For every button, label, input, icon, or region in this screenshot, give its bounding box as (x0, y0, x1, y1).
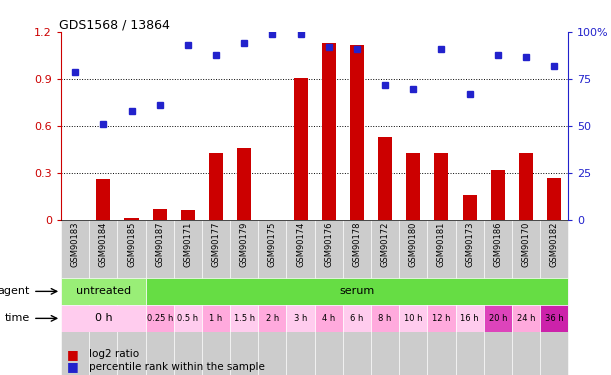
Bar (399, 305, 427, 332)
Bar (202, 305, 230, 332)
Bar (547, 178, 561, 220)
Text: GDS1568 / 13864: GDS1568 / 13864 (59, 18, 169, 31)
Bar (174, 305, 202, 332)
Text: time: time (5, 314, 30, 323)
Text: untreated: untreated (76, 286, 131, 296)
Bar (202, 220, 230, 375)
Bar (209, 153, 223, 220)
Bar (371, 220, 399, 375)
Bar (61, 278, 145, 305)
Bar (61, 220, 89, 375)
Bar (322, 43, 336, 220)
Bar (512, 305, 540, 332)
Bar (174, 220, 202, 375)
Bar (456, 305, 484, 332)
Bar (434, 153, 448, 220)
Text: percentile rank within the sample: percentile rank within the sample (89, 362, 265, 372)
Bar (350, 45, 364, 220)
Bar (181, 210, 195, 220)
Bar (343, 305, 371, 332)
Text: 1.5 h: 1.5 h (233, 314, 255, 323)
Bar (491, 170, 505, 220)
Bar (406, 153, 420, 220)
Bar (484, 305, 512, 332)
Bar (230, 305, 258, 332)
Bar (463, 195, 477, 220)
Bar (61, 305, 145, 332)
Text: 24 h: 24 h (517, 314, 535, 323)
Text: log2 ratio: log2 ratio (89, 350, 139, 359)
Text: ■: ■ (67, 360, 79, 373)
Text: 3 h: 3 h (294, 314, 307, 323)
Text: 6 h: 6 h (350, 314, 364, 323)
Bar (540, 220, 568, 375)
Text: 0.5 h: 0.5 h (177, 314, 199, 323)
Bar (343, 220, 371, 375)
Bar (145, 305, 174, 332)
Bar (145, 220, 174, 375)
Text: 10 h: 10 h (404, 314, 423, 323)
Bar (97, 179, 111, 220)
Text: serum: serum (339, 286, 375, 296)
Bar (287, 305, 315, 332)
Text: 16 h: 16 h (460, 314, 479, 323)
Bar (399, 220, 427, 375)
Text: 0.25 h: 0.25 h (147, 314, 173, 323)
Bar (484, 220, 512, 375)
Bar (145, 278, 568, 305)
Bar (89, 220, 117, 375)
Text: 20 h: 20 h (489, 314, 507, 323)
Bar (519, 153, 533, 220)
Bar (287, 220, 315, 375)
Text: 2 h: 2 h (266, 314, 279, 323)
Bar (230, 220, 258, 375)
Bar (371, 305, 399, 332)
Text: 8 h: 8 h (378, 314, 392, 323)
Bar (427, 305, 456, 332)
Bar (540, 305, 568, 332)
Text: 4 h: 4 h (322, 314, 335, 323)
Text: 0 h: 0 h (95, 314, 112, 323)
Bar (456, 220, 484, 375)
Bar (378, 137, 392, 220)
Bar (315, 220, 343, 375)
Bar (237, 148, 251, 220)
Bar (258, 305, 287, 332)
Bar (153, 209, 167, 220)
Bar (315, 305, 343, 332)
Bar (293, 78, 307, 220)
Text: 12 h: 12 h (432, 314, 451, 323)
Bar (258, 220, 287, 375)
Text: ■: ■ (67, 348, 79, 361)
Text: 36 h: 36 h (545, 314, 563, 323)
Bar (117, 220, 145, 375)
Text: agent: agent (0, 286, 30, 296)
Bar (512, 220, 540, 375)
Bar (125, 218, 139, 220)
Text: 1 h: 1 h (210, 314, 222, 323)
Bar (427, 220, 456, 375)
